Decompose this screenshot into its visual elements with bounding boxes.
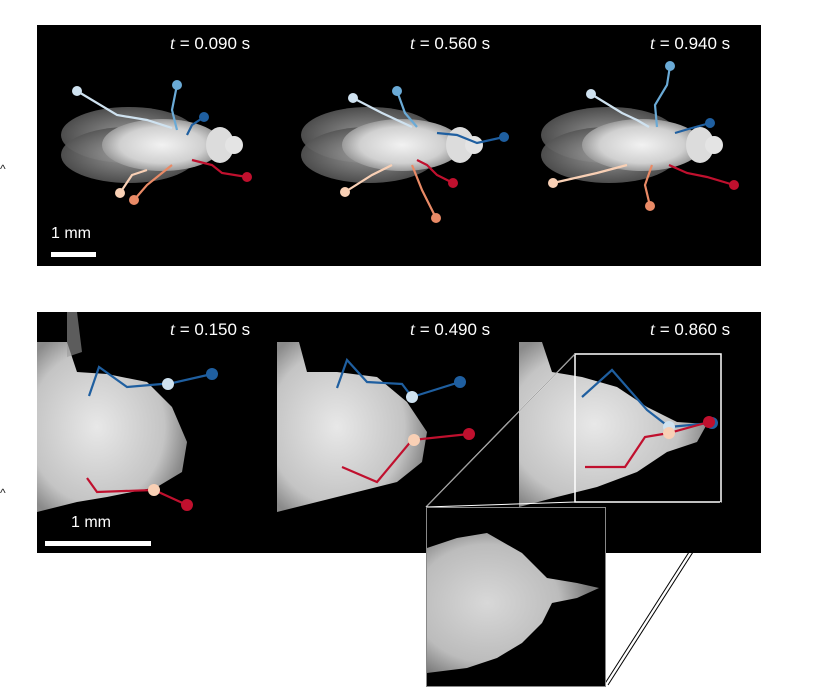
bottom-frames-graphic (37, 312, 722, 546)
fly-frame-3 (541, 61, 739, 211)
bottom-scale-label: 1 mm (71, 514, 111, 531)
top-row-marker: ^ (0, 162, 6, 176)
top-image-panel: t = 0.090 s t = 0.560 s t = 0.940 s 1 mm (37, 25, 761, 266)
top-scale-bar (51, 252, 96, 257)
bottom-row-marker: ^ (0, 486, 6, 500)
head-frame-3 (519, 342, 722, 507)
bottom-scale-bar (45, 541, 151, 546)
top-frames-graphic (51, 61, 739, 257)
top-scale-label: 1 mm (51, 225, 91, 242)
top-time-label-1: t = 0.090 s (170, 33, 251, 53)
head-frame-2 (277, 342, 475, 512)
bottom-time-label-1: t = 0.150 s (170, 319, 251, 339)
fly-frame-1 (61, 80, 252, 205)
bottom-image-panel: t = 0.150 s t = 0.490 s t = 0.860 s 1 mm (37, 312, 761, 553)
bottom-time-label-2: t = 0.490 s (410, 319, 491, 339)
bottom-time-label-3: t = 0.860 s (650, 319, 731, 339)
top-time-label-3: t = 0.940 s (650, 33, 731, 53)
zoom-inset-graphic (427, 533, 599, 673)
zoom-inset (426, 507, 606, 687)
fly-frame-2 (301, 86, 509, 223)
head-frame-1 (37, 312, 218, 512)
top-time-label-2: t = 0.560 s (410, 33, 491, 53)
